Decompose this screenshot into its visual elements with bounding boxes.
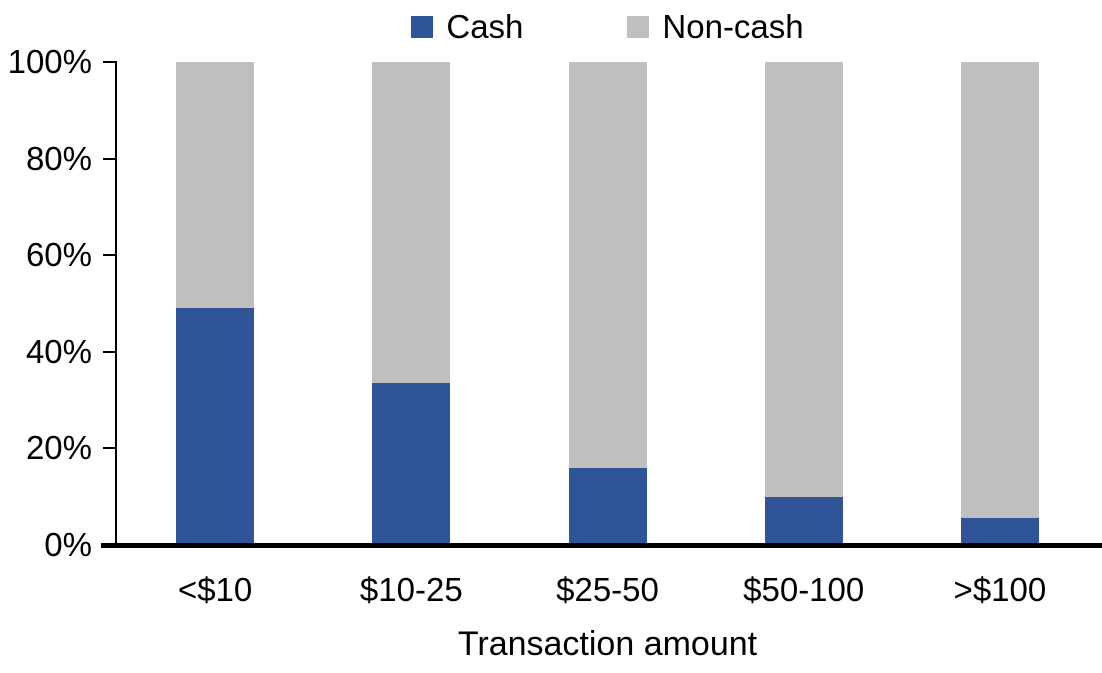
x-axis-line bbox=[101, 543, 1102, 548]
y-axis-tick bbox=[103, 544, 117, 546]
y-axis-tick bbox=[103, 350, 117, 353]
bar-segment-noncash bbox=[372, 62, 451, 384]
y-axis-tick-label: 60% bbox=[25, 236, 92, 274]
y-axis-tick bbox=[103, 61, 117, 63]
legend-item-cash: Cash bbox=[411, 6, 523, 48]
bar-segment-cash bbox=[568, 467, 647, 545]
bar-column bbox=[764, 62, 843, 545]
x-axis-title: Transaction amount bbox=[457, 625, 758, 663]
y-axis-tick bbox=[103, 447, 117, 450]
y-axis-tick bbox=[103, 157, 117, 160]
x-axis-category-label: $10-25 bbox=[359, 571, 463, 608]
bar-column bbox=[568, 62, 647, 545]
legend-item-noncash: Non-cash bbox=[627, 6, 804, 48]
bar-segment-noncash bbox=[764, 62, 843, 497]
y-axis-tick-label: 20% bbox=[25, 429, 92, 467]
bar-column bbox=[176, 62, 255, 545]
legend-label-noncash: Non-cash bbox=[662, 8, 804, 45]
bar-segment-cash bbox=[176, 308, 255, 545]
bar-segment-cash bbox=[372, 383, 451, 545]
x-axis-category-label: <$10 bbox=[177, 571, 253, 608]
x-axis-category-label: $50-100 bbox=[743, 571, 865, 608]
bar-segment-noncash bbox=[176, 62, 255, 309]
bar-segment-noncash bbox=[960, 62, 1039, 519]
bar-segment-noncash bbox=[568, 62, 647, 468]
bar-column bbox=[960, 62, 1039, 545]
legend: Cash Non-cash bbox=[117, 6, 1098, 48]
y-axis-tick bbox=[103, 254, 117, 257]
y-axis-tick-label: 40% bbox=[25, 332, 92, 370]
bar-column bbox=[372, 62, 451, 545]
y-axis-tick-label: 100% bbox=[7, 43, 92, 80]
y-axis-line bbox=[115, 62, 117, 545]
legend-label-cash: Cash bbox=[446, 8, 524, 45]
x-axis-category-label: $25-50 bbox=[556, 571, 659, 608]
x-axis-category-label: >$100 bbox=[953, 571, 1047, 608]
plot-area bbox=[117, 62, 1098, 545]
y-axis-tick-label: 0% bbox=[44, 526, 92, 563]
bar-segment-cash bbox=[960, 518, 1039, 545]
legend-swatch-noncash-icon bbox=[627, 16, 650, 38]
y-axis-tick-label: 80% bbox=[25, 139, 92, 177]
bar-segment-cash bbox=[764, 496, 843, 545]
legend-swatch-cash-icon bbox=[411, 16, 434, 38]
